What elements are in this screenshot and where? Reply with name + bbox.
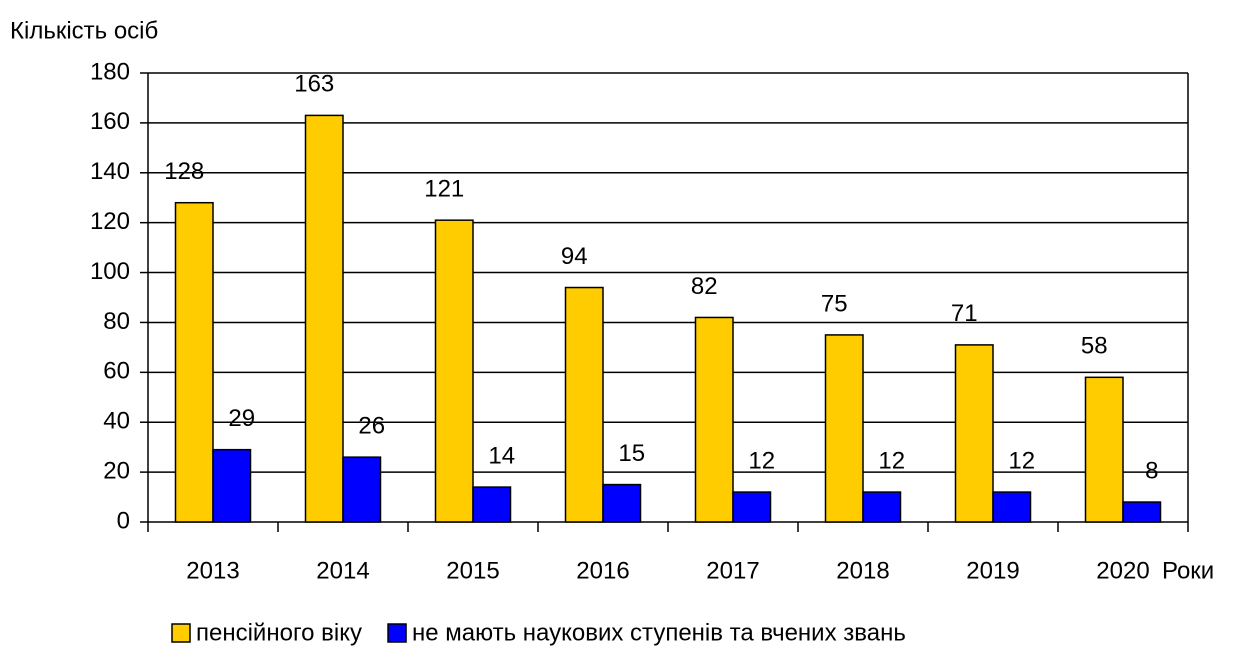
y-tick-label: 0 <box>117 507 130 534</box>
x-axis-label: Роки <box>1162 557 1214 584</box>
y-tick-label: 120 <box>90 208 130 235</box>
data-label: 8 <box>1145 457 1158 484</box>
data-label: 71 <box>951 300 978 327</box>
data-label: 94 <box>561 243 588 270</box>
y-tick-label: 60 <box>103 358 130 385</box>
bar <box>434 219 474 523</box>
data-label: 121 <box>424 176 464 203</box>
bar <box>992 491 1032 523</box>
y-tick-label: 160 <box>90 108 130 135</box>
bar <box>602 483 642 523</box>
bar <box>342 456 382 523</box>
data-label: 75 <box>821 290 848 317</box>
bar <box>694 316 734 523</box>
bar <box>1122 501 1162 523</box>
x-tick-label: 2014 <box>316 557 369 584</box>
x-tick-label: 2020 <box>1096 557 1149 584</box>
bar <box>212 448 252 523</box>
data-label: 82 <box>691 273 718 300</box>
bar <box>1084 376 1124 523</box>
bar <box>304 114 344 523</box>
x-tick-label: 2016 <box>576 557 629 584</box>
data-label: 163 <box>294 71 334 98</box>
x-tick-label: 2019 <box>966 557 1019 584</box>
data-label: 58 <box>1081 333 1108 360</box>
data-label: 26 <box>358 412 385 439</box>
data-label: 14 <box>488 442 515 469</box>
data-label: 128 <box>164 158 204 185</box>
legend-swatch <box>171 623 191 643</box>
bar <box>564 286 604 523</box>
data-label: 12 <box>878 447 905 474</box>
data-label: 15 <box>618 440 645 467</box>
x-tick-label: 2017 <box>706 557 759 584</box>
data-label: 12 <box>1008 447 1035 474</box>
y-tick-label: 100 <box>90 258 130 285</box>
data-label: 12 <box>748 447 775 474</box>
bar <box>472 486 512 523</box>
y-tick-label: 80 <box>103 308 130 335</box>
bar <box>174 201 214 523</box>
x-tick-label: 2015 <box>446 557 499 584</box>
x-tick-label: 2018 <box>836 557 889 584</box>
legend-label: не мають наукових ступенів та вчених зва… <box>412 619 906 646</box>
bar <box>862 491 902 523</box>
legend-label: пенсійного віку <box>196 619 362 646</box>
y-tick-label: 180 <box>90 58 130 85</box>
legend-swatch <box>387 623 407 643</box>
y-axis-label: Кількість осіб <box>10 17 158 44</box>
bar <box>824 334 864 523</box>
y-tick-label: 20 <box>103 457 130 484</box>
x-tick-label: 2013 <box>186 557 239 584</box>
bar <box>732 491 772 523</box>
bar <box>954 344 994 523</box>
y-tick-label: 40 <box>103 408 130 435</box>
data-label: 29 <box>228 405 255 432</box>
y-tick-label: 140 <box>90 158 130 185</box>
